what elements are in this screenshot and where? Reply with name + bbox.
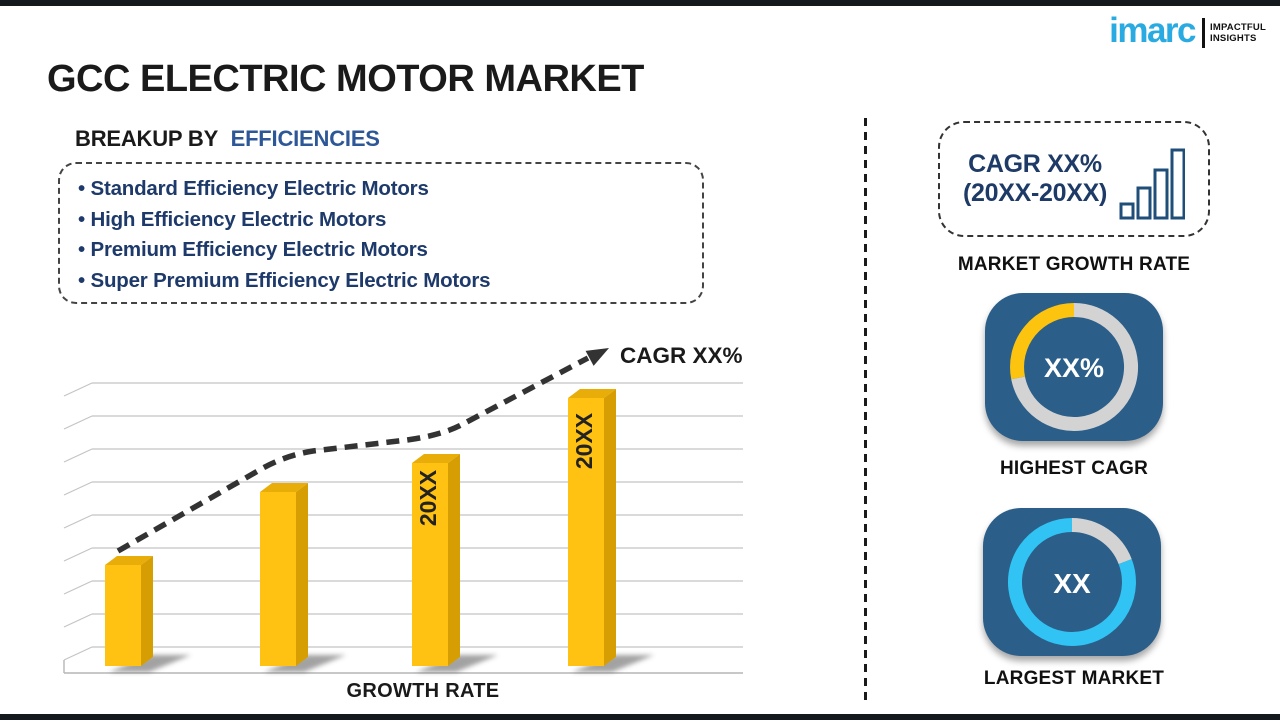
largest-market-value: XX [1053, 568, 1091, 599]
bar-chart-svg: 20XX 20XX CAGR XX% GROWTH RATE [63, 343, 743, 702]
growth-rate-chart: 20XX 20XX CAGR XX% GROWTH RATE [55, 335, 760, 713]
imarc-wordmark: imarc [1109, 10, 1196, 50]
logo-tagline-line2: INSIGHTS [1210, 33, 1257, 44]
bar-3: 20XX [412, 454, 460, 666]
cagr-summary-line2: (20XX-20XX) [963, 179, 1107, 207]
bottom-frame-bar [0, 714, 1280, 720]
efficiency-list-box: Standard Efficiency Electric Motors High… [58, 162, 704, 304]
logo-tagline: IMPACTFUL INSIGHTS [1210, 22, 1266, 45]
bar-1 [105, 556, 153, 666]
cagr-annotation: CAGR XX% [620, 343, 743, 368]
bar-shadows [109, 655, 654, 672]
cagr-summary-line1: CAGR XX% [968, 150, 1102, 178]
efficiency-item: High Efficiency Electric Motors [78, 205, 692, 236]
bar-4: 20XX [568, 389, 616, 666]
efficiency-item: Premium Efficiency Electric Motors [78, 235, 692, 266]
vertical-dashed-divider [864, 118, 867, 702]
efficiency-item: Standard Efficiency Electric Motors [78, 174, 692, 205]
cagr-summary-text: CAGR XX% (20XX-20XX) [963, 150, 1107, 208]
market-growth-rate-label: MARKET GROWTH RATE [957, 254, 1191, 275]
bar-2 [260, 483, 308, 666]
efficiency-item: Super Premium Efficiency Electric Motors [78, 266, 692, 297]
top-frame-bar [0, 0, 1280, 6]
breakup-heading-highlight: EFFICIENCIES [230, 126, 380, 151]
chart-x-axis-label: GROWTH RATE [347, 680, 500, 702]
breakup-heading-prefix: BREAKUP BY [75, 126, 218, 151]
highest-cagr-tile: XX% [985, 293, 1163, 441]
bar-4-label: 20XX [571, 412, 597, 469]
trend-arrowhead [585, 348, 609, 366]
highest-cagr-value: XX% [1044, 353, 1104, 383]
largest-market-label: LARGEST MARKET [983, 668, 1165, 689]
imarc-logo: imarc IMPACTFUL INSIGHTS [1109, 12, 1266, 48]
breakup-heading: BREAKUP BY EFFICIENCIES [75, 126, 380, 152]
highest-cagr-label: HIGHEST CAGR [999, 458, 1149, 479]
bar-3-label: 20XX [415, 469, 441, 526]
logo-separator [1202, 18, 1206, 48]
bar-chart-icon [1119, 148, 1185, 220]
largest-market-donut: XX [1008, 518, 1136, 646]
logo-tagline-line1: IMPACTFUL [1210, 21, 1266, 33]
efficiency-list: Standard Efficiency Electric Motors High… [78, 174, 692, 296]
chart-gridlines [63, 382, 743, 674]
trend-arrow [116, 348, 609, 554]
cagr-summary-box: CAGR XX% (20XX-20XX) [938, 121, 1210, 237]
highest-cagr-donut: XX% [1010, 303, 1139, 431]
page-title: GCC ELECTRIC MOTOR MARKET [47, 58, 644, 100]
bar-series: 20XX 20XX [105, 389, 616, 666]
largest-market-tile: XX [983, 508, 1161, 656]
